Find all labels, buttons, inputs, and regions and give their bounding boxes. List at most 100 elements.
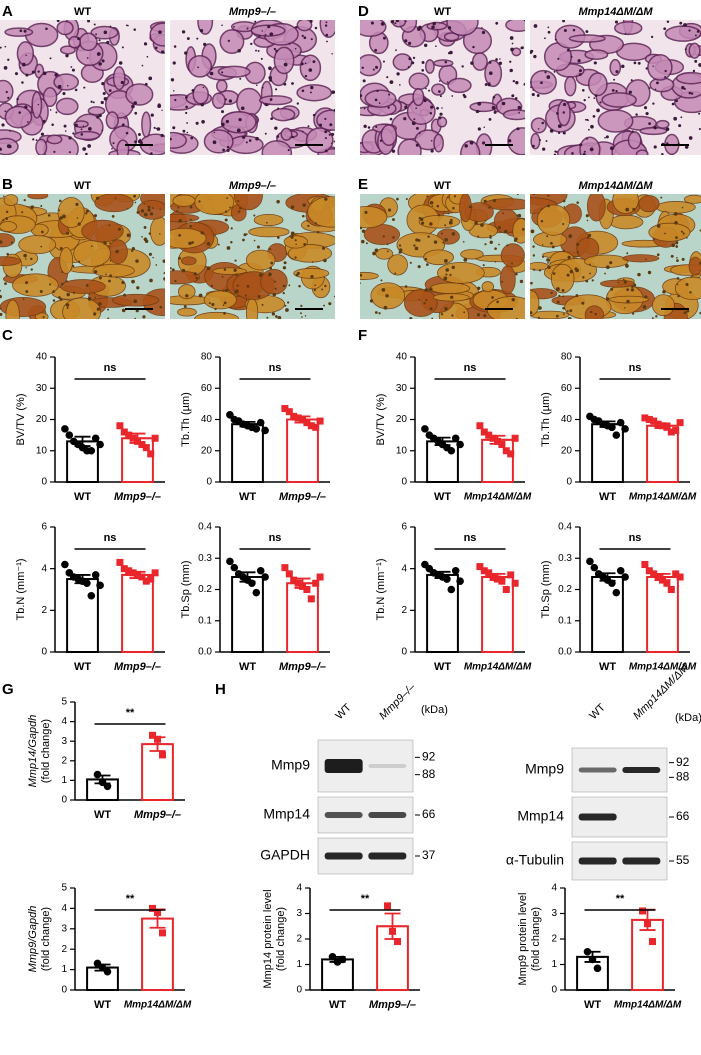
speck bbox=[82, 125, 85, 127]
speck bbox=[653, 238, 656, 241]
speck bbox=[131, 279, 135, 284]
speck bbox=[515, 80, 519, 85]
data-point bbox=[307, 595, 315, 603]
speck bbox=[556, 300, 560, 304]
tissue bbox=[307, 196, 335, 228]
tissue bbox=[426, 21, 448, 31]
speck bbox=[666, 20, 670, 24]
speck bbox=[568, 234, 573, 238]
speck bbox=[197, 66, 199, 69]
speck bbox=[375, 65, 378, 69]
speck bbox=[492, 199, 496, 203]
tissue bbox=[530, 117, 547, 134]
data-point bbox=[676, 419, 684, 427]
speck bbox=[144, 82, 148, 86]
speck bbox=[481, 27, 483, 29]
speck bbox=[62, 92, 66, 96]
error-bar bbox=[290, 415, 315, 424]
speck bbox=[547, 204, 550, 208]
tissue bbox=[59, 247, 74, 275]
speck bbox=[125, 131, 129, 135]
y-tick-label: 0 bbox=[296, 985, 302, 996]
speck bbox=[475, 109, 480, 114]
speck bbox=[302, 203, 306, 207]
speck bbox=[83, 86, 86, 89]
tissue bbox=[203, 290, 237, 310]
y-tick-label: 40 bbox=[396, 352, 408, 363]
speck bbox=[274, 280, 277, 283]
speck bbox=[483, 126, 485, 128]
speck bbox=[652, 102, 655, 105]
speck bbox=[681, 206, 684, 209]
marker-label: 88 bbox=[422, 767, 436, 781]
speck bbox=[134, 201, 137, 204]
speck bbox=[0, 240, 3, 244]
speck bbox=[143, 42, 148, 46]
y-tick-label: 3 bbox=[296, 908, 302, 919]
tissue bbox=[397, 138, 422, 155]
tissue bbox=[688, 42, 701, 59]
speck bbox=[615, 89, 618, 93]
tissue bbox=[360, 54, 382, 77]
speck bbox=[520, 46, 523, 50]
speck bbox=[510, 47, 514, 52]
speck bbox=[676, 277, 680, 280]
speck bbox=[680, 230, 683, 233]
y-tick-label: 60 bbox=[561, 383, 573, 394]
speck bbox=[566, 48, 570, 52]
speck bbox=[200, 231, 204, 235]
speck bbox=[628, 90, 632, 94]
significance-label: ** bbox=[616, 893, 625, 905]
data-point bbox=[129, 569, 137, 577]
speck bbox=[562, 295, 565, 298]
x-tick-label: Mmp9–/– bbox=[114, 661, 161, 673]
speck bbox=[533, 194, 536, 196]
speck bbox=[381, 287, 386, 292]
speck bbox=[285, 308, 289, 312]
speck bbox=[630, 288, 635, 292]
kda-label: (kDa) bbox=[675, 712, 701, 724]
data-point bbox=[307, 422, 315, 430]
speck bbox=[174, 279, 177, 283]
speck bbox=[677, 142, 680, 145]
tissue bbox=[505, 20, 525, 33]
data-point bbox=[667, 586, 675, 593]
speck bbox=[80, 128, 83, 131]
speck bbox=[389, 117, 393, 121]
speck bbox=[395, 49, 397, 52]
speck bbox=[653, 125, 657, 130]
tissue bbox=[627, 131, 642, 150]
speck bbox=[531, 144, 535, 148]
speck bbox=[5, 210, 9, 214]
speck bbox=[221, 71, 224, 74]
tissue bbox=[460, 249, 484, 260]
tissue bbox=[512, 218, 525, 244]
speck bbox=[698, 262, 701, 265]
data-point bbox=[612, 588, 621, 597]
speck bbox=[198, 200, 201, 203]
speck bbox=[418, 132, 421, 135]
speck bbox=[382, 36, 386, 40]
tissue bbox=[177, 284, 196, 300]
speck bbox=[85, 152, 88, 155]
speck bbox=[6, 252, 9, 256]
micrograph bbox=[170, 194, 335, 319]
speck bbox=[688, 91, 692, 95]
speck bbox=[148, 76, 153, 81]
tissue bbox=[180, 256, 197, 266]
speck bbox=[244, 294, 247, 297]
speck bbox=[516, 127, 520, 131]
error-bar bbox=[430, 436, 455, 447]
speck bbox=[135, 259, 139, 263]
speck bbox=[223, 268, 227, 271]
speck bbox=[376, 89, 379, 93]
y-tick-label: 1 bbox=[61, 775, 67, 786]
speck bbox=[630, 79, 633, 82]
speck bbox=[284, 304, 287, 307]
speck bbox=[233, 268, 237, 272]
speck bbox=[533, 268, 536, 271]
x-tick-label: WT bbox=[94, 809, 111, 821]
y-tick-label: 0.4 bbox=[558, 522, 572, 533]
speck bbox=[673, 116, 678, 121]
